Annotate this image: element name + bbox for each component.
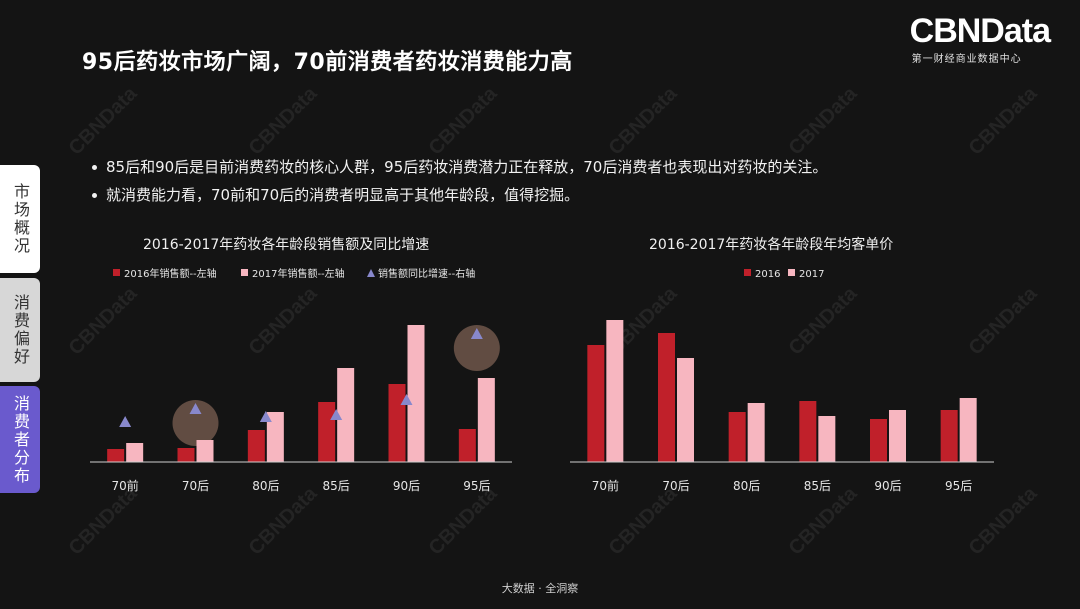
bar-2016: [318, 402, 336, 462]
brand-logo: CBNData 第一财经商业数据中心: [909, 12, 1051, 65]
bar-2016: [940, 410, 958, 462]
bar-2017: [959, 398, 977, 462]
bar-2016: [388, 384, 406, 462]
bar-2017: [407, 325, 425, 462]
growth-marker: [189, 403, 202, 414]
bullet-item: 85后和90后是目前消费药妆的核心人群，95后药妆消费潜力正在释放，70后消费者…: [92, 153, 827, 181]
logo-wordmark: CBNData: [909, 12, 1051, 50]
legend-marker: [367, 269, 375, 277]
x-tick-label: 85后: [804, 479, 831, 493]
bar-2016: [870, 419, 887, 462]
x-tick-label: 80后: [252, 479, 279, 493]
bar-2017: [126, 443, 144, 462]
bar-2017: [266, 412, 284, 462]
x-tick-label: 70后: [182, 479, 209, 493]
bar-2017: [818, 416, 836, 462]
chart-title-sales: 2016-2017年药妆各年龄段销售额及同比增速: [143, 237, 430, 253]
bar-2017: [337, 368, 355, 462]
tab-consumer-distribution[interactable]: 消费者分布: [0, 386, 40, 493]
growth-marker: [259, 411, 272, 422]
growth-marker: [330, 409, 343, 420]
bar-2016: [728, 412, 746, 462]
bar-2016: [458, 429, 476, 462]
x-tick-label: 90后: [874, 479, 901, 493]
bar-2017: [889, 410, 906, 462]
x-tick-label: 70后: [662, 479, 689, 493]
footer-slogan: 大数据 · 全洞察: [501, 582, 579, 595]
growth-marker: [119, 416, 132, 427]
growth-marker: [470, 328, 483, 339]
x-tick-label: 70前: [112, 478, 139, 493]
bar-2017: [196, 440, 214, 462]
bar-2016: [587, 345, 605, 462]
bar-2017: [606, 320, 624, 462]
chart-title-unit-price: 2016-2017年药妆各年龄段年均客单价: [649, 237, 894, 253]
x-tick-label: 95后: [463, 479, 490, 493]
bar-2016: [658, 333, 675, 462]
bar-2017: [747, 403, 765, 462]
legend-swatch: [744, 269, 751, 276]
legend-label: 2016: [755, 269, 780, 280]
tab-consumer-preference[interactable]: 消费偏好: [0, 278, 40, 382]
bar-2017: [477, 378, 495, 462]
bullet-item: 就消费能力看，70前和70后的消费者明显高于其他年龄段，值得挖掘。: [92, 181, 827, 209]
legend-label: 2017年销售额--左轴: [252, 267, 345, 280]
bar-2016: [247, 430, 265, 462]
x-tick-label: 90后: [393, 479, 420, 493]
tab-market-overview[interactable]: 市场概况: [0, 165, 40, 273]
x-tick-label: 85后: [323, 479, 350, 493]
bar-2016: [799, 401, 817, 462]
legend-swatch: [788, 269, 795, 276]
legend-label: 2016年销售额--左轴: [124, 267, 217, 280]
legend-swatch: [241, 269, 248, 276]
page-title: 95后药妆市场广阔，70前消费者药妆消费能力高: [82, 50, 573, 75]
logo-subtitle: 第一财经商业数据中心: [911, 54, 1022, 65]
legend-swatch: [113, 269, 120, 276]
bar-2017: [677, 358, 694, 462]
x-tick-label: 95后: [945, 479, 972, 493]
x-tick-label: 70前: [592, 478, 619, 493]
x-tick-label: 80后: [733, 479, 760, 493]
legend-label: 销售额同比增速--右轴: [378, 267, 475, 280]
bar-2016: [177, 448, 195, 462]
growth-marker: [400, 394, 413, 405]
bar-2016: [107, 449, 125, 462]
highlight-circle: [453, 325, 500, 371]
legend-label: 2017: [799, 269, 824, 280]
highlight-circle: [172, 400, 219, 446]
bullet-list: 85后和90后是目前消费药妆的核心人群，95后药妆消费潜力正在释放，70后消费者…: [92, 153, 827, 209]
